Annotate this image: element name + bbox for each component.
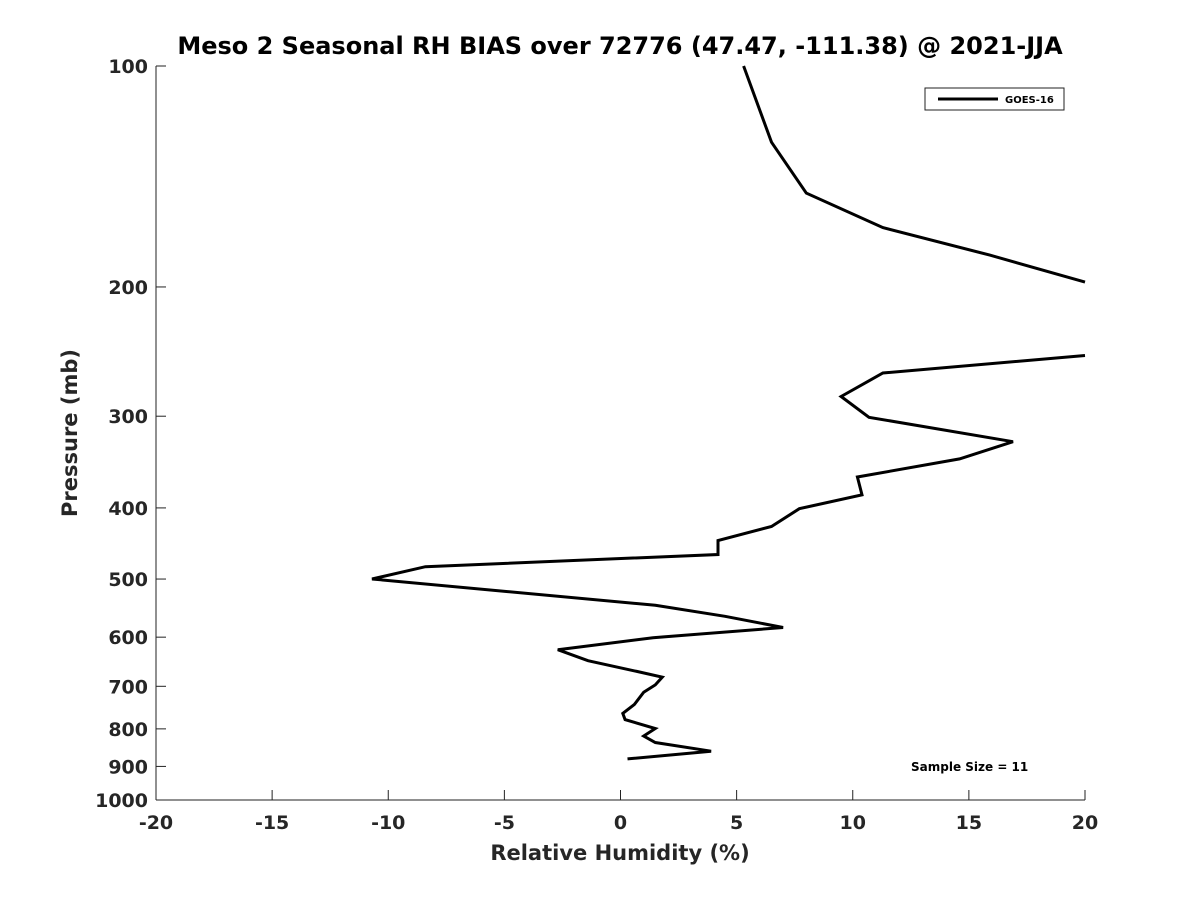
- y-tick-label: 100: [108, 56, 148, 78]
- series-line-goes-16: [742, 65, 1086, 284]
- x-axis-label: Relative Humidity (%): [490, 841, 749, 865]
- y-tick-label: 1000: [95, 790, 148, 812]
- x-tick-label: 5: [730, 812, 743, 834]
- y-tick-label: 200: [108, 277, 148, 299]
- x-tick-label: 0: [614, 812, 627, 834]
- sample-size-annotation: Sample Size = 11: [911, 760, 1028, 774]
- x-axis: -20 -15 -10 -5 0 5 10 15 20: [139, 790, 1098, 834]
- x-tick-label: 10: [840, 812, 866, 834]
- y-tick-label: 500: [108, 569, 148, 591]
- x-tick-label: -20: [139, 812, 173, 834]
- y-tick-label: 400: [108, 498, 148, 520]
- y-axis: 100 200 300 400 500 600 700 800 900 1000: [95, 56, 166, 812]
- y-tick-label: 600: [108, 627, 148, 649]
- series-line-goes-16: [371, 354, 1086, 761]
- x-tick-label: -5: [494, 812, 515, 834]
- x-tick-label: -15: [255, 812, 289, 834]
- series-lines: [371, 65, 1086, 761]
- chart-title: Meso 2 Seasonal RH BIAS over 72776 (47.4…: [177, 32, 1063, 60]
- legend: GOES-16: [924, 87, 1065, 111]
- y-axis-label: Pressure (mb): [58, 349, 82, 517]
- y-tick-label: 700: [108, 676, 148, 698]
- y-tick-label: 300: [108, 406, 148, 428]
- x-tick-label: -10: [371, 812, 405, 834]
- y-tick-label: 800: [108, 719, 148, 741]
- x-tick-label: 15: [956, 812, 982, 834]
- y-tick-label: 900: [108, 756, 148, 778]
- x-tick-label: 20: [1072, 812, 1098, 834]
- legend-label-goes-16: GOES-16: [1005, 95, 1054, 106]
